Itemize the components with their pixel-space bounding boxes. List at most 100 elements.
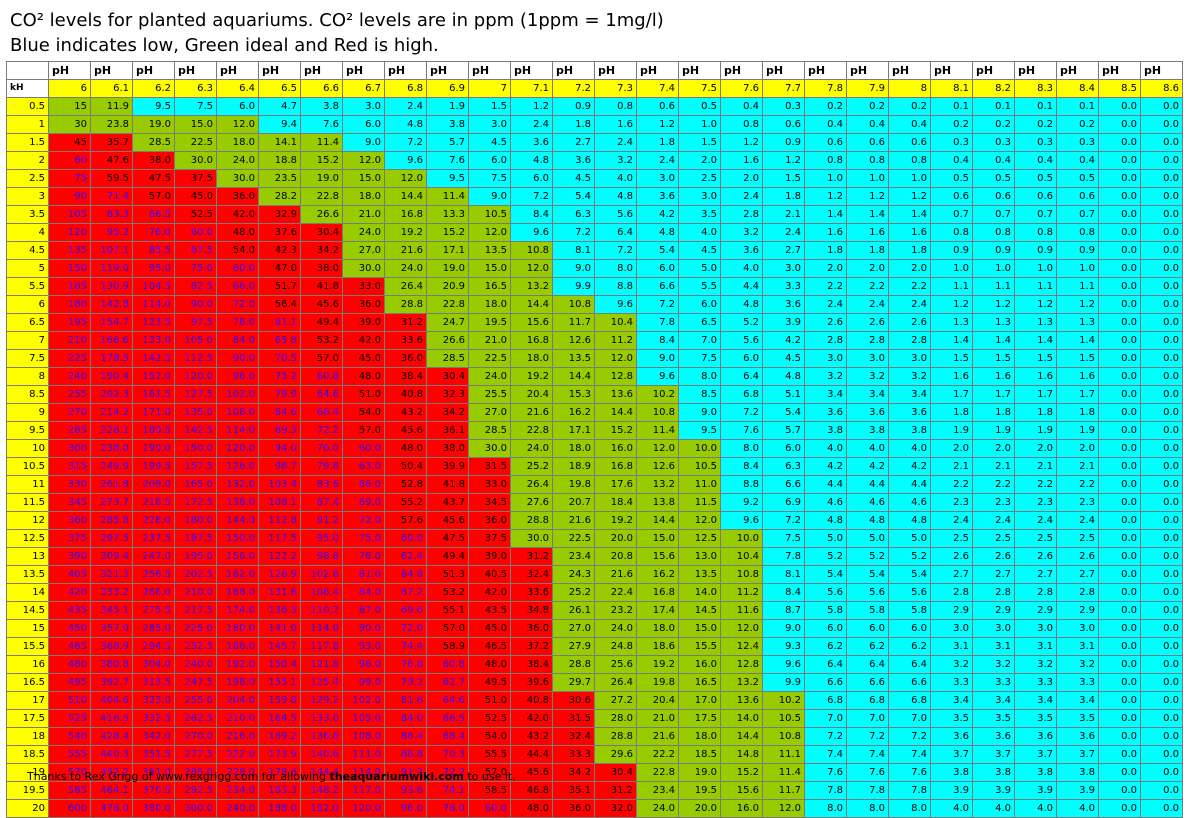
co2-cell: 210.0 [216, 709, 259, 728]
table-row: 17.5 525 416.5 332.5 262.5 210.0 164.5 133.0 105… [6, 709, 1183, 728]
co2-cell: 40.8 [384, 385, 427, 404]
co2-cell: 20.7 [552, 493, 595, 512]
co2-cell: 8.4 [720, 457, 763, 476]
co2-cell: 17.5 [678, 709, 721, 728]
table-row: 7.5 225 178.5 142.5 112.5 90.0 70.5 57.0 45.0 36.… [6, 349, 1183, 368]
co2-cell: 18.6 [636, 637, 679, 656]
co2-cell: 5.8 [888, 601, 931, 620]
co2-cell: 57.0 [468, 763, 511, 782]
co2-cell: 0.0 [1140, 403, 1183, 422]
co2-cell: 36.1 [426, 421, 469, 440]
co2-cell: 7.0 [846, 709, 889, 728]
co2-cell: 36.0 [468, 511, 511, 530]
co2-cell: 31.2 [510, 547, 553, 566]
co2-cell: 0.8 [594, 97, 637, 116]
co2-cell: 4.8 [594, 187, 637, 206]
ph-value: 6.1 [90, 79, 133, 98]
co2-cell: 0.5 [972, 169, 1015, 188]
co2-cell: 5.4 [846, 565, 889, 584]
co2-cell: 4.4 [846, 475, 889, 494]
co2-cell: 0.4 [1056, 151, 1099, 170]
co2-cell: 12.8 [720, 655, 763, 674]
co2-cell: 18.0 [552, 439, 595, 458]
co2-cell: 81.0 [342, 565, 385, 584]
co2-cell: 0.0 [1098, 439, 1141, 458]
co2-cell: 1.6 [720, 151, 763, 170]
ph-value: 8.4 [1056, 79, 1099, 98]
co2-cell: 7.5 [762, 529, 805, 548]
co2-cell: 16.8 [594, 457, 637, 476]
co2-cell: 13.5 [552, 349, 595, 368]
co2-cell: 79.8 [300, 457, 343, 476]
co2-cell: 21.6 [594, 565, 637, 584]
co2-cell: 225.0 [174, 619, 217, 638]
co2-cell: 141.0 [258, 619, 301, 638]
co2-cell: 12.0 [384, 169, 427, 188]
co2-cell: 0.0 [1098, 403, 1141, 422]
ph-value: 6.8 [384, 79, 427, 98]
co2-cell: 12.0 [468, 223, 511, 242]
co2-cell: 23.5 [258, 169, 301, 188]
co2-cell: 120 [48, 223, 91, 242]
co2-cell: 8.0 [846, 799, 889, 818]
footer-credit: Thanks to Rex Grigg of www.rexgrigg.com … [27, 770, 516, 783]
co2-cell: 0.0 [1140, 601, 1183, 620]
co2-cell: 0.0 [1140, 205, 1183, 224]
table-row: 5.5 165 130.9 104.5 82.5 66.0 51.7 41.8 33.0 26.4… [6, 277, 1183, 296]
co2-cell: 28.8 [384, 295, 427, 314]
co2-cell: 38.0 [300, 259, 343, 278]
co2-cell: 49.4 [300, 313, 343, 332]
co2-cell: 10.8 [762, 727, 805, 746]
co2-cell: 111.0 [342, 745, 385, 764]
co2-cell: 106.4 [300, 583, 343, 602]
co2-cell: 3.2 [1014, 655, 1057, 674]
co2-cell: 25.6 [594, 655, 637, 674]
ph-header: pH [762, 61, 805, 80]
co2-cell: 6.0 [846, 619, 889, 638]
co2-cell: 11.4 [636, 421, 679, 440]
co2-cell: 525 [48, 709, 91, 728]
co2-cell: 2.4 [636, 151, 679, 170]
kh-value: 16 [6, 655, 49, 674]
ph-header: pH [426, 61, 469, 80]
co2-cell: 45 [48, 133, 91, 152]
co2-cell: 38.4 [510, 655, 553, 674]
co2-cell: 19.0 [132, 115, 175, 134]
co2-cell: 2.5 [1014, 529, 1057, 548]
co2-cell: 14.5 [678, 601, 721, 620]
co2-cell: 5.4 [636, 241, 679, 260]
co2-cell: 0.0 [1098, 421, 1141, 440]
co2-cell: 2.7 [930, 565, 973, 584]
co2-cell: 171.0 [132, 403, 175, 422]
co2-cell: 16.2 [552, 403, 595, 422]
kh-value: 4 [6, 223, 49, 242]
co2-cell: 20.0 [594, 529, 637, 548]
co2-cell: 60.0 [468, 799, 511, 818]
co2-cell: 2.0 [888, 259, 931, 278]
co2-cell: 1.8 [930, 403, 973, 422]
co2-cell: 7.6 [888, 763, 931, 782]
co2-cell: 142.8 [90, 295, 133, 314]
co2-cell: 2.0 [1056, 439, 1099, 458]
co2-cell: 0.4 [1014, 151, 1057, 170]
co2-cell: 4.2 [804, 457, 847, 476]
co2-cell: 321.3 [90, 565, 133, 584]
co2-cell: 3.0 [678, 187, 721, 206]
co2-cell: 0.0 [1140, 691, 1183, 710]
co2-cell: 47.5 [132, 169, 175, 188]
co2-cell: 450 [48, 619, 91, 638]
table-row: 16.5 495 392.7 313.5 247.5 198.0 155.1 125.4 99.… [6, 673, 1183, 692]
co2-cell: 1.6 [930, 367, 973, 386]
co2-cell: 51.0 [342, 385, 385, 404]
co2-cell: 14.0 [720, 709, 763, 728]
co2-cell: 3.0 [636, 169, 679, 188]
co2-cell: 22.8 [636, 763, 679, 782]
co2-cell: 226.1 [90, 421, 133, 440]
co2-cell: 28.5 [132, 133, 175, 152]
ph-header: pH [846, 61, 889, 80]
co2-cell: 64.6 [426, 691, 469, 710]
co2-cell: 2.9 [1056, 601, 1099, 620]
co2-cell: 2.9 [972, 601, 1015, 620]
co2-cell: 6.0 [678, 295, 721, 314]
co2-cell: 1.9 [1014, 421, 1057, 440]
